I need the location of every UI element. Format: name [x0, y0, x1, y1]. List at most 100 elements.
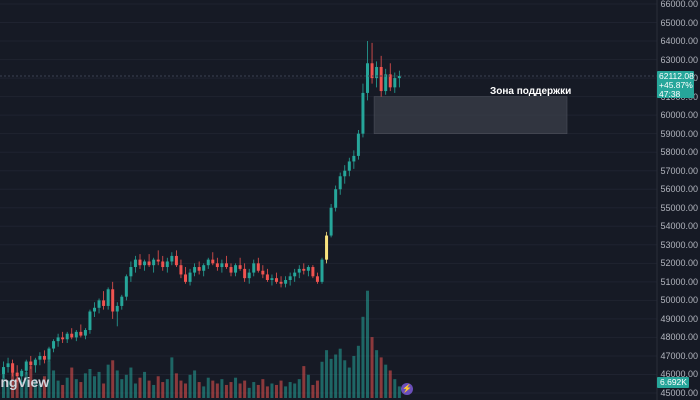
candle-body: [356, 133, 360, 156]
price-tick-label: 50000.00: [660, 295, 698, 306]
volume-bar: [325, 350, 329, 398]
candle-body: [6, 363, 10, 368]
last-price-tag: 62112.08 +45.87% 47:38: [657, 71, 694, 99]
volume-bar: [165, 379, 169, 398]
volume-bar: [247, 387, 251, 398]
volume-bar: [315, 380, 319, 398]
volume-bar: [79, 382, 83, 398]
candle-body: [138, 259, 142, 266]
candle-body: [156, 259, 160, 262]
candle-body: [197, 267, 201, 271]
candle-body: [279, 281, 283, 284]
volume-bar: [197, 382, 201, 398]
candle-body: [261, 270, 265, 275]
volume-bar: [97, 371, 101, 398]
volume-bar: [206, 377, 210, 398]
candle-body: [329, 207, 333, 236]
candle-body: [384, 74, 388, 92]
volume-bar: [265, 386, 269, 398]
candle-body: [352, 155, 356, 162]
volume-bar: [174, 373, 178, 398]
volume-bar: [188, 374, 192, 398]
volume-bar: [234, 377, 238, 398]
lightning-icon[interactable]: ⚡: [401, 383, 413, 395]
candle-body: [33, 359, 37, 366]
volume-bar: [388, 370, 392, 398]
candle-body: [179, 265, 183, 275]
volume-bar: [2, 374, 5, 398]
candle-body: [206, 259, 210, 266]
volume-bar: [124, 374, 128, 398]
volume-bar: [284, 386, 288, 398]
price-tick-label: 59000.00: [660, 128, 698, 139]
volume-bar: [83, 373, 87, 398]
support-zone-label: Зона поддержки: [490, 86, 572, 97]
candle-body: [234, 265, 238, 273]
candle-body: [366, 63, 369, 93]
volume-bar: [120, 379, 124, 398]
candle-body: [52, 341, 56, 349]
price-tick-label: 60000.00: [660, 110, 698, 121]
volume-bar: [320, 361, 324, 398]
price-change-percent: +45.87%: [659, 80, 693, 90]
price-tick-label: 45000.00: [660, 388, 698, 398]
volume-bar: [70, 367, 74, 398]
candle-body: [379, 66, 383, 92]
candle-body: [15, 372, 19, 377]
candle-body: [56, 337, 60, 342]
volume-bar: [33, 379, 37, 398]
candle-body: [202, 265, 206, 271]
volume-bar: [56, 380, 60, 398]
candle-body: [238, 265, 242, 269]
candle-body: [42, 355, 46, 360]
volume-bar: [74, 379, 78, 398]
volume-bar: [29, 366, 33, 398]
price-tick-label: 56000.00: [660, 184, 698, 195]
volume-bar: [338, 348, 342, 398]
volume-bar: [47, 360, 51, 398]
volume-bar: [147, 380, 151, 398]
volume-bar: [393, 379, 397, 398]
candle-body: [302, 268, 306, 271]
candle-body: [11, 363, 15, 373]
candle-body: [79, 331, 83, 336]
candle-body: [252, 263, 256, 273]
candle-body: [388, 74, 392, 88]
volume-bar: [347, 367, 351, 398]
grid-lines: [0, 3, 657, 394]
volume-bar: [297, 379, 301, 398]
candle-body: [247, 272, 251, 279]
candle-body: [47, 348, 51, 360]
candle-body: [229, 267, 233, 273]
candle-body: [152, 259, 156, 266]
candle-body: [129, 267, 133, 277]
candle-body: [243, 268, 247, 279]
volume-bar: [24, 371, 28, 398]
candle-body: [275, 278, 278, 282]
volume-bar: [138, 377, 142, 398]
price-tick-label: 66000.00: [660, 0, 698, 9]
volume-bar: [288, 382, 292, 398]
candle-body: [170, 255, 174, 262]
candle-body: [220, 263, 224, 268]
price-tick-label: 52000.00: [660, 258, 698, 269]
candle-body: [65, 333, 69, 340]
volume-bar: [379, 357, 383, 398]
support-zone-layer: [373, 96, 568, 134]
candle-body: [161, 261, 165, 268]
volume-bars: [2, 290, 401, 398]
candle-body: [184, 274, 187, 282]
volume-bar: [293, 383, 297, 398]
tradingview-watermark: dingView: [0, 374, 50, 390]
volume-value-tag: 6.692K: [657, 377, 689, 388]
volume-bar: [170, 357, 174, 398]
candle-body: [143, 261, 147, 266]
volume-bar: [356, 345, 360, 398]
support-zone-rect[interactable]: [373, 96, 568, 134]
candle-body: [93, 307, 96, 312]
volume-bar: [334, 354, 338, 398]
candle-body: [361, 92, 365, 134]
price-tick-label: 54000.00: [660, 221, 698, 232]
volume-bar: [179, 380, 183, 398]
